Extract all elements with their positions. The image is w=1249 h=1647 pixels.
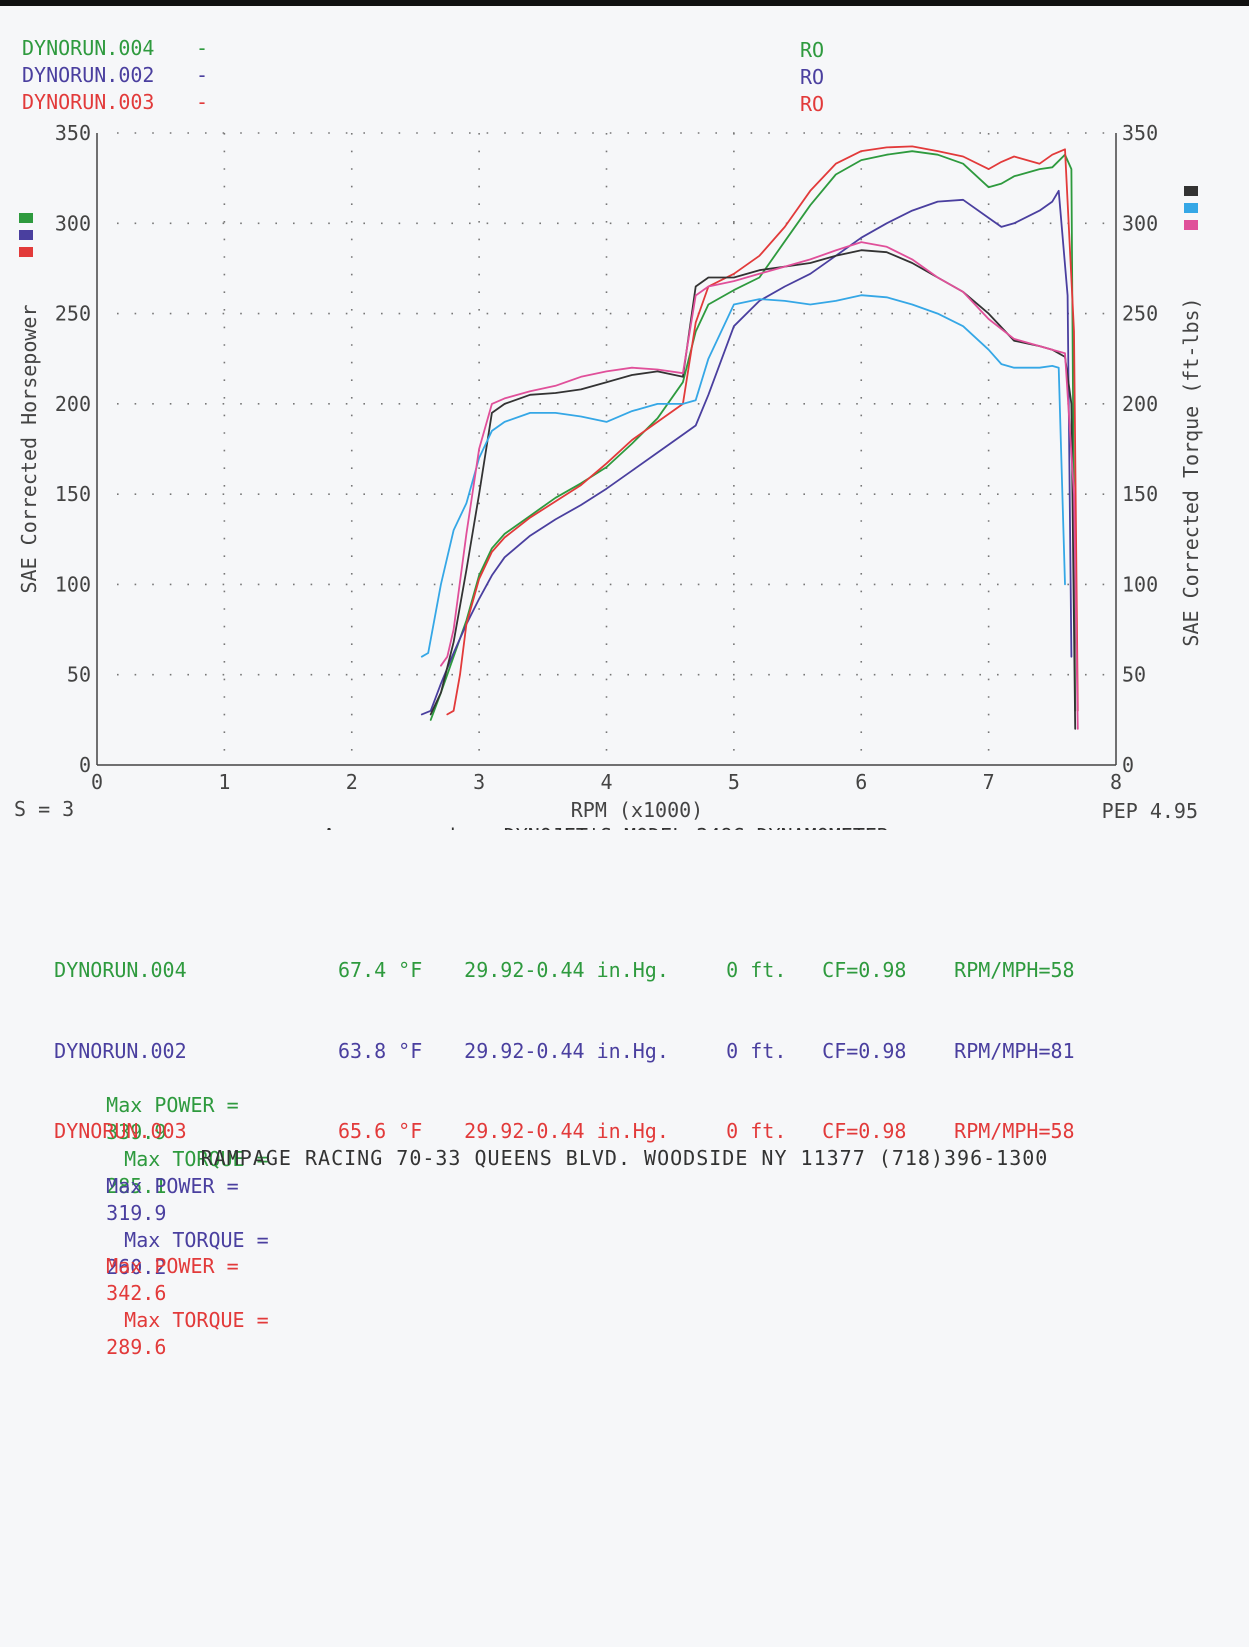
series-line-power-dynorun-004 [429,150,1077,721]
y-tick-label-right: 250 [1122,302,1158,326]
run-info-0: DYNORUN.004 67.4 °F 29.92-0.44 in.Hg. 0 ft. C… [6,876,1075,1254]
x-tick-label: 7 [983,770,995,794]
run-name: DYNORUN.004 [54,958,187,982]
power-swatch-icon [19,213,33,223]
run-info-2: DYNORUN.003 65.6 °F 29.92-0.44 in.Hg. 0 ft. C… [6,1037,1075,1415]
run-name: DYNORUN.003 [54,1119,187,1143]
y-axis-label-left: SAE Corrected Horsepower [17,305,41,594]
legend-entry: DYNORUN.004 [22,36,154,60]
run-temp: 63.8 [338,1039,387,1063]
smoothing-label: S = 3 [14,797,74,821]
y-axis-label-right: SAE Corrected Torque (ft-lbs) [1179,297,1203,646]
max-power-label: Max POWER = [106,1093,239,1117]
power-swatch-icon [19,230,33,240]
y-tick-label-left: 350 [55,121,91,145]
legend-dash: - [196,63,208,87]
chart-caption: As measured on DYNOJET'S MODEL 248C DYNA… [323,824,890,830]
max-torque-value: 285.1 [106,1174,167,1198]
run-info-1: DYNORUN.002 63.8 °F 29.92-0.44 in.Hg. 0 ft. C… [6,957,1075,1335]
max-torque-label: Max TORQUE = [124,1228,269,1252]
legend-tag: RO [800,65,824,89]
y-tick-label-right: 100 [1122,572,1158,596]
x-tick-label: 1 [218,770,230,794]
legend-tag: RO [800,92,824,116]
version-label: PEP 4.95 [1102,799,1198,823]
y-tick-label-right: 300 [1122,211,1158,235]
run-name: DYNORUN.002 [54,1039,187,1063]
y-tick-label-left: 250 [55,302,91,326]
torque-swatch-icon [1184,220,1198,230]
max-power-label: Max POWER = [106,1174,239,1198]
torque-swatch-icon [1184,186,1198,196]
y-tick-label-left: 50 [67,663,91,687]
run-temp-unit: °F [398,1119,423,1143]
x-tick-label: 2 [346,770,358,794]
max-torque-label: Max TORQUE = [124,1147,269,1171]
y-tick-label-left: 100 [55,572,91,596]
run-temp-unit: °F [398,1039,423,1063]
x-tick-label: 5 [728,770,740,794]
x-tick-label: 0 [91,770,103,794]
series-line-torque-dynorun-002 [420,294,1066,658]
y-tick-label-left: 0 [79,753,91,777]
legend-dash: - [196,90,208,114]
max-torque-value: 289.6 [106,1335,167,1359]
x-axis-label: RPM (x1000) [571,798,703,822]
x-tick-label: 4 [600,770,612,794]
run-baro: 29.92-0.44 in.Hg. [464,1039,669,1063]
series-line-torque-dynorun-004 [429,249,1077,730]
max-power-value: 339.9 [106,1120,167,1144]
legend-entry: DYNORUN.003 [22,90,154,114]
run-cf: CF=0.98 [822,1119,907,1143]
x-tick-label: 8 [1110,770,1122,794]
y-tick-label-right: 200 [1122,392,1158,416]
power-swatch-icon [19,247,33,257]
run-temp-unit: °F [398,958,423,982]
y-tick-label-left: 300 [55,211,91,235]
legend-tag: RO [800,38,824,62]
series-line-power-dynorun-002 [420,189,1073,716]
max-torque-value: 260.2 [106,1255,167,1279]
max-power-label: Max POWER = [106,1254,239,1278]
run-temp: 65.6 [338,1119,387,1143]
run-alt: 0 ft. [726,1039,787,1063]
run-temp: 67.4 [338,958,387,982]
series-line-power-dynorun-003 [446,145,1079,716]
run-cf: CF=0.98 [822,958,907,982]
max-power-value: 319.9 [106,1201,167,1225]
legend-dash: - [196,36,208,60]
max-power-value: 342.6 [106,1281,167,1305]
top-edge [0,0,1249,6]
run-baro: 29.92-0.44 in.Hg. [464,1119,669,1143]
run-alt: 0 ft. [726,1119,787,1143]
run-alt: 0 ft. [726,958,787,982]
max-torque-label: Max TORQUE = [124,1308,269,1332]
series-line-torque-dynorun-003 [439,241,1079,730]
y-tick-label-left: 200 [55,392,91,416]
y-tick-label-right: 0 [1122,753,1134,777]
y-tick-label-right: 350 [1122,121,1158,145]
x-tick-label: 6 [855,770,867,794]
run-rpm-mph: RPM/MPH=58 [954,1119,1075,1143]
run-cf: CF=0.98 [822,1039,907,1063]
torque-swatch-icon [1184,203,1198,213]
legend-entry: DYNORUN.002 [22,63,154,87]
run-rpm-mph: RPM/MPH=81 [954,1039,1075,1063]
run-rpm-mph: RPM/MPH=58 [954,958,1075,982]
run-baro: 29.92-0.44 in.Hg. [464,958,669,982]
y-tick-label-right: 50 [1122,663,1146,687]
y-tick-label-left: 150 [55,482,91,506]
x-tick-label: 3 [473,770,485,794]
shop-footer: RAMPAGE RACING 70-33 QUEENS BLVD. WOODSI… [200,1146,1049,1170]
y-tick-label-right: 150 [1122,482,1158,506]
